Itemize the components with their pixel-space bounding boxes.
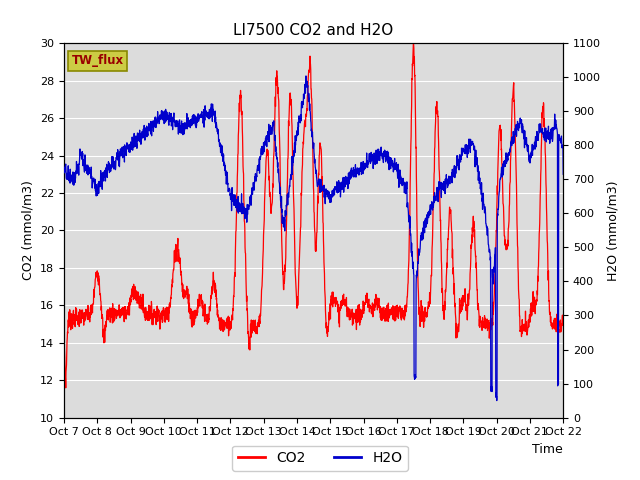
Text: TW_flux: TW_flux <box>72 54 124 67</box>
Y-axis label: CO2 (mmol/m3): CO2 (mmol/m3) <box>22 180 35 280</box>
Y-axis label: H2O (mmol/m3): H2O (mmol/m3) <box>607 180 620 281</box>
X-axis label: Time: Time <box>532 443 563 456</box>
Title: LI7500 CO2 and H2O: LI7500 CO2 and H2O <box>234 23 394 38</box>
Legend: CO2, H2O: CO2, H2O <box>232 445 408 471</box>
